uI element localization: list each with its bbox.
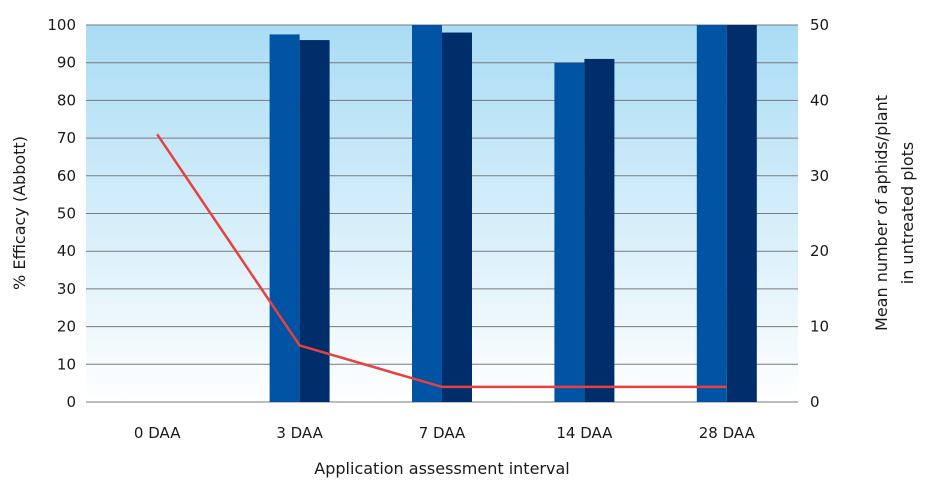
- y-tick-label: 0: [66, 393, 76, 411]
- x-axis-ticks: 0 DAA 3 DAA 7 DAA 14 DAA 28 DAA: [134, 424, 756, 442]
- y2-tick-label: 50: [810, 16, 829, 34]
- y-tick-label: 80: [57, 91, 76, 109]
- line-path: [156, 133, 727, 389]
- y2-tick-label: 0: [810, 393, 820, 411]
- bar: [299, 40, 330, 402]
- x-tick-label: 7 DAA: [419, 424, 466, 442]
- y2-tick-label: 20: [810, 242, 829, 260]
- y-axis-right-ticks: 0 10 20 30 40 50: [810, 16, 829, 411]
- y-tick-label: 90: [57, 54, 76, 72]
- bar: [696, 25, 727, 402]
- bar: [726, 25, 757, 402]
- x-tick-label: 14 DAA: [556, 424, 613, 442]
- y-tick-label: 10: [57, 355, 76, 373]
- x-tick-label: 0 DAA: [134, 424, 181, 442]
- line-series: [156, 133, 727, 389]
- y-axis-right-title-line2: in untreated plots: [898, 142, 917, 284]
- x-tick-label: 28 DAA: [699, 424, 756, 442]
- bar: [269, 34, 300, 403]
- bar: [442, 32, 472, 402]
- y-tick-label: 40: [57, 242, 76, 260]
- bars: [269, 25, 757, 403]
- x-axis-title: Application assessment interval: [314, 459, 569, 478]
- y-tick-label: 60: [57, 167, 76, 185]
- y2-tick-label: 40: [810, 91, 829, 109]
- x-tick-label: 3 DAA: [276, 424, 323, 442]
- y-tick-label: 30: [57, 280, 76, 298]
- y-tick-label: 100: [47, 16, 76, 34]
- y-axis-left-title: % Efficacy (Abbott): [10, 136, 29, 290]
- y-axis-left-ticks: 0 10 20 30 40 50 60 70 80 90 100: [47, 16, 76, 411]
- y-tick-label: 20: [57, 318, 76, 336]
- y-tick-label: 70: [57, 129, 76, 147]
- y2-tick-label: 30: [810, 167, 829, 185]
- bar: [584, 58, 615, 403]
- y-tick-label: 50: [57, 205, 76, 223]
- bar: [412, 25, 442, 402]
- y-axis-right-title-line1: Mean number of aphids/plant: [872, 95, 891, 331]
- y2-tick-label: 10: [810, 318, 829, 336]
- bar: [554, 62, 585, 402]
